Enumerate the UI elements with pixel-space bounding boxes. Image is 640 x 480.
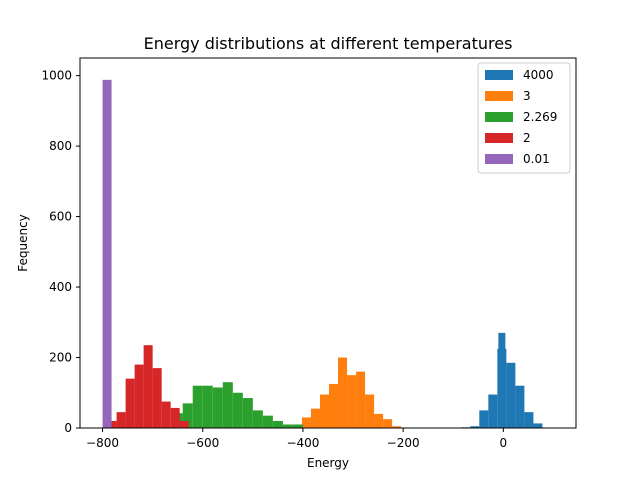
bars-layer bbox=[102, 79, 543, 428]
bar bbox=[107, 420, 117, 428]
y-tick-label: 800 bbox=[49, 139, 72, 153]
legend: 4000 3 2.269 2 0.01 bbox=[477, 62, 571, 174]
y-axis-label: Fequency bbox=[16, 214, 30, 272]
legend-box bbox=[477, 62, 571, 174]
bar bbox=[134, 364, 144, 428]
bar bbox=[262, 415, 273, 428]
x-tick: −800 bbox=[86, 428, 119, 450]
x-tick-label: −600 bbox=[186, 436, 219, 450]
bar bbox=[161, 401, 171, 428]
bar bbox=[212, 387, 223, 428]
x-tick-label: −400 bbox=[286, 436, 319, 450]
bar bbox=[301, 417, 311, 428]
bar bbox=[242, 398, 253, 428]
bar bbox=[365, 394, 375, 428]
y-tick-label: 1000 bbox=[41, 69, 72, 83]
bar bbox=[282, 424, 293, 428]
bar bbox=[470, 426, 480, 428]
bar bbox=[329, 383, 339, 428]
legend-item: 4000 bbox=[485, 68, 554, 82]
legend-swatch bbox=[485, 154, 513, 164]
bar bbox=[232, 392, 243, 428]
y-tick-label: 400 bbox=[49, 280, 72, 294]
bar bbox=[356, 371, 366, 428]
series-0.01 bbox=[102, 79, 112, 428]
bar bbox=[479, 410, 489, 428]
legend-swatch bbox=[485, 70, 513, 80]
bar bbox=[170, 407, 180, 428]
bar bbox=[179, 420, 189, 428]
bar bbox=[192, 385, 203, 428]
bar bbox=[347, 375, 357, 428]
legend-label: 2.269 bbox=[523, 110, 557, 124]
bar bbox=[488, 394, 498, 428]
bar bbox=[152, 368, 162, 428]
legend-swatch bbox=[485, 133, 513, 143]
bar bbox=[338, 357, 348, 428]
x-tick: 0 bbox=[500, 428, 508, 450]
legend-label: 4000 bbox=[523, 68, 554, 82]
bar bbox=[222, 382, 233, 428]
y-tick-label: 600 bbox=[49, 210, 72, 224]
legend-swatch bbox=[485, 112, 513, 122]
y-tick: 600 bbox=[49, 210, 80, 224]
x-tick-label: −800 bbox=[86, 436, 119, 450]
x-tick-label: 0 bbox=[500, 436, 508, 450]
legend-item: 2.269 bbox=[485, 110, 557, 124]
y-tick: 400 bbox=[49, 280, 80, 294]
bar bbox=[515, 385, 525, 428]
y-axis: 0 200 400 600 800 1000 bbox=[41, 69, 80, 435]
bar bbox=[374, 413, 384, 428]
x-axis: −800 −600 −400 −200 0 bbox=[86, 428, 507, 450]
bar bbox=[533, 423, 543, 428]
bar bbox=[498, 332, 506, 428]
legend-label: 2 bbox=[523, 131, 531, 145]
bar bbox=[116, 412, 126, 428]
y-tick-label: 200 bbox=[49, 351, 72, 365]
y-tick-label: 0 bbox=[64, 421, 72, 435]
series-3 bbox=[292, 357, 402, 428]
y-tick: 1000 bbox=[41, 69, 80, 83]
bar bbox=[125, 378, 135, 428]
bar bbox=[102, 79, 112, 428]
legend-item: 2 bbox=[485, 131, 531, 145]
chart-title: Energy distributions at different temper… bbox=[144, 34, 513, 53]
bar bbox=[202, 385, 213, 428]
x-tick-label: −200 bbox=[387, 436, 420, 450]
bar bbox=[524, 412, 534, 428]
bar bbox=[292, 424, 303, 428]
legend-swatch bbox=[485, 91, 513, 101]
legend-item: 0.01 bbox=[485, 152, 550, 166]
legend-label: 0.01 bbox=[523, 152, 550, 166]
plot-frame bbox=[79, 57, 577, 429]
bar bbox=[272, 420, 283, 428]
bar bbox=[319, 394, 330, 428]
bar bbox=[252, 410, 263, 428]
bar bbox=[143, 345, 153, 428]
y-tick: 800 bbox=[49, 139, 80, 153]
legend-label: 3 bbox=[523, 89, 531, 103]
bar bbox=[182, 403, 193, 428]
y-tick: 0 bbox=[64, 421, 80, 435]
x-axis-label: Energy bbox=[307, 456, 349, 470]
bar bbox=[383, 419, 393, 428]
x-tick: −400 bbox=[286, 428, 319, 450]
x-tick: −200 bbox=[387, 428, 420, 450]
bar bbox=[392, 426, 402, 428]
bar bbox=[310, 408, 320, 428]
series-2 bbox=[107, 345, 189, 428]
bar bbox=[506, 362, 516, 428]
x-tick: −600 bbox=[186, 428, 219, 450]
legend-item: 3 bbox=[485, 89, 531, 103]
y-tick: 200 bbox=[49, 351, 80, 365]
